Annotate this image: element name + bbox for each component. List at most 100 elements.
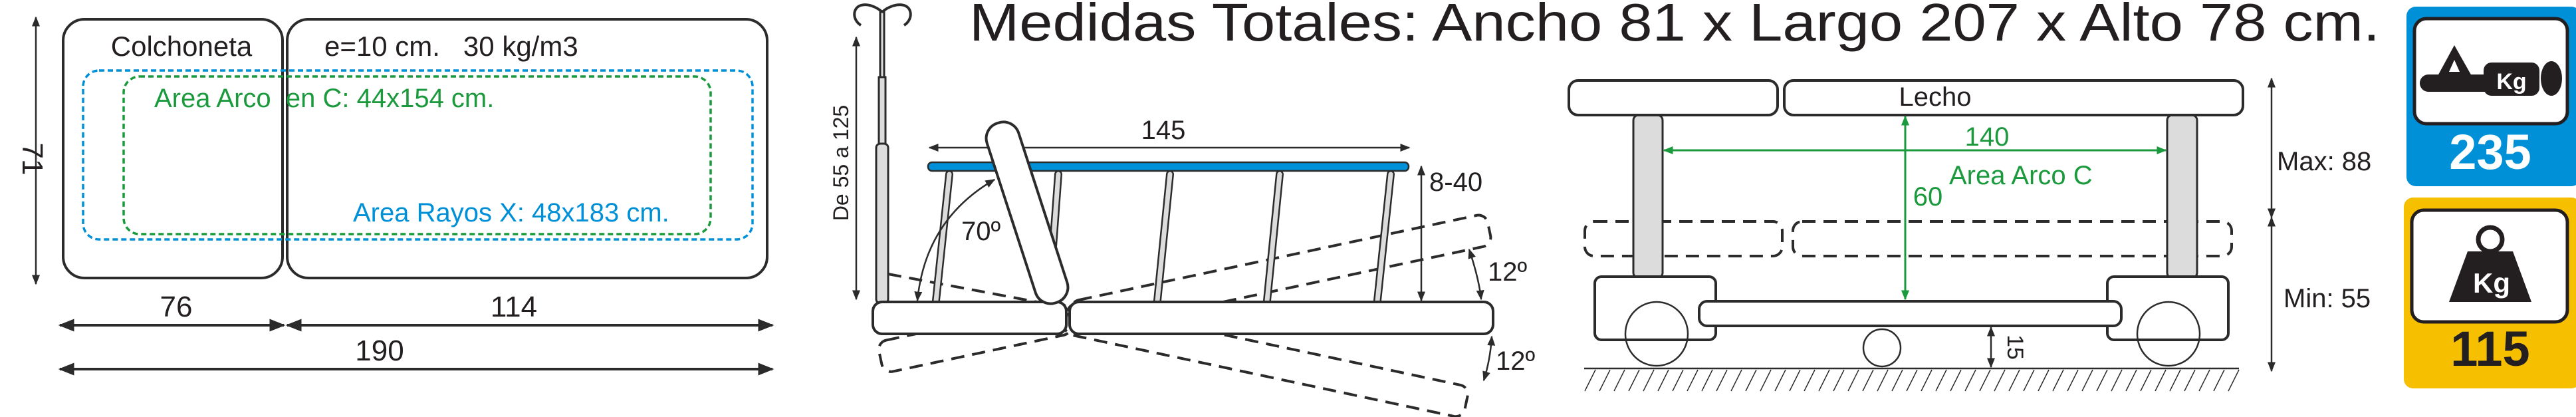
hatch-line <box>1833 369 1845 392</box>
hatch-line <box>1599 369 1611 392</box>
clearance-label: 15 <box>2002 335 2028 360</box>
seg1-dimension: 76 <box>160 291 193 323</box>
lowered-bed-outline-right <box>1792 220 2233 257</box>
tilt-up-arc <box>1468 248 1484 301</box>
hatch-line <box>1584 369 1596 392</box>
hatch-line <box>1760 369 1772 392</box>
top-tilt-down-outline <box>1063 302 1469 417</box>
hatch-line <box>2155 369 2166 392</box>
width-dimension: 71 <box>16 143 49 176</box>
hatch-line <box>1862 369 1874 392</box>
hatch-line <box>1672 369 1684 392</box>
hatch-line <box>1994 369 2006 392</box>
load-weight-badge: Kg 115 <box>2404 198 2576 388</box>
tilt-up-label: 12º <box>1488 257 1527 287</box>
mattress-spec: e=10 cm. 30 kg/m3 <box>324 31 578 62</box>
height-range-label: 8-40 <box>1429 168 1482 197</box>
arc-area-front-label: Area Arco C <box>1949 161 2093 190</box>
tilt-down-label: 12º <box>1496 347 1535 376</box>
arc-height-label: 60 <box>1913 182 1943 211</box>
hatch-line <box>1906 369 1918 392</box>
column-right <box>2166 114 2198 279</box>
hatch-line <box>2067 369 2079 392</box>
hatch-line <box>1643 369 1655 392</box>
backrest <box>985 120 1070 305</box>
page-title: Medidas Totales: Ancho 81 x Largo 207 x … <box>969 0 2380 52</box>
hatch-line <box>1804 369 1815 392</box>
hatch-line <box>1628 369 1640 392</box>
svg-text:Kg: Kg <box>2496 69 2526 94</box>
svg-text:Kg: Kg <box>2473 267 2510 299</box>
hatch-line <box>2198 369 2210 392</box>
hatch-line <box>1745 369 1757 392</box>
patient-weight-badge: Kg 235 <box>2406 7 2576 186</box>
hatch-line <box>1818 369 1830 392</box>
wheel-center <box>1862 328 1902 368</box>
base-bar <box>1698 300 2123 327</box>
base-body-segment <box>1068 301 1494 335</box>
max-height-label: Max: 88 <box>2277 147 2371 176</box>
arc-area-label: Area Arco en C: 44x154 cm. <box>154 84 494 113</box>
xray-area-label: Area Rayos X: 48x183 cm. <box>353 198 669 227</box>
backrest-angle-arc <box>914 178 996 302</box>
backrest-angle-label: 70º <box>961 217 1000 246</box>
hatch-line <box>2052 369 2064 392</box>
hatch-line <box>1774 369 1786 392</box>
hatch-line <box>1891 369 1903 392</box>
xray-area-outline <box>82 69 754 241</box>
hatch-line <box>1964 369 1976 392</box>
hatch-line <box>1950 369 1962 392</box>
hatch-line <box>1687 369 1698 392</box>
bed-label: Lecho <box>1899 82 1972 112</box>
weight-icon: Kg <box>2449 225 2531 302</box>
hatch-line <box>2023 369 2035 392</box>
hatch-line <box>1877 369 1889 392</box>
hatch-line <box>2140 369 2152 392</box>
hatch-line <box>1847 369 1859 392</box>
wheel-left <box>1624 301 1689 367</box>
ground-hatch <box>1584 369 2240 392</box>
mattress-head-segment <box>62 18 284 279</box>
top-length-label: 145 <box>1141 116 1186 145</box>
hatch-line <box>1613 369 1625 392</box>
iv-pole <box>853 3 912 305</box>
hatch-line <box>1730 369 1742 392</box>
max-patient-weight: 235 <box>2449 124 2531 180</box>
mattress-body-segment <box>286 18 768 279</box>
side-view: De 55 a 125 145 70º 8 <box>829 3 1535 417</box>
hatch-line <box>1657 369 1669 392</box>
patient-weight-icon: Kg <box>2420 45 2562 96</box>
hatch-line <box>2111 369 2123 392</box>
column-left <box>1632 114 1664 279</box>
hatch-line <box>2125 369 2137 392</box>
hatch-line <box>1979 369 1991 392</box>
front-view: Lecho 140 60 Area Arco C 15 Max: 88 Min:… <box>1568 77 2371 392</box>
hatch-line <box>2038 369 2049 392</box>
arc-width-label: 140 <box>1965 122 2010 152</box>
hatch-line <box>2228 369 2240 392</box>
hatch-line <box>1716 369 1728 392</box>
tilt-down-arc <box>1482 335 1496 382</box>
hatch-line <box>1701 369 1713 392</box>
hatch-line <box>2081 369 2093 392</box>
hatch-line <box>2096 369 2108 392</box>
bed-segment-left <box>1568 79 1779 116</box>
base-head-segment <box>872 301 1068 335</box>
hatch-line <box>1935 369 1947 392</box>
hatch-line <box>2184 369 2196 392</box>
seg2-dimension: 114 <box>491 291 537 323</box>
hatch-line <box>1921 369 1932 392</box>
mattress-top-view: Colchoneta e=10 cm. 30 kg/m3 Area Arco e… <box>16 16 774 376</box>
hatch-line <box>2213 369 2225 392</box>
hatch-line <box>1789 369 1801 392</box>
hatch-line <box>2008 369 2020 392</box>
base-box-left <box>1593 275 1717 341</box>
lowered-bed-outline-left <box>1583 220 1784 257</box>
raised-top-blue <box>927 161 1410 172</box>
mattress-label: Colchoneta <box>111 31 253 62</box>
base-box-right <box>2106 275 2230 341</box>
backrest-lowered-outline <box>887 273 1038 303</box>
pole-range-label: De 55 a 125 <box>829 105 853 221</box>
bed-segment-right <box>1783 79 2244 116</box>
